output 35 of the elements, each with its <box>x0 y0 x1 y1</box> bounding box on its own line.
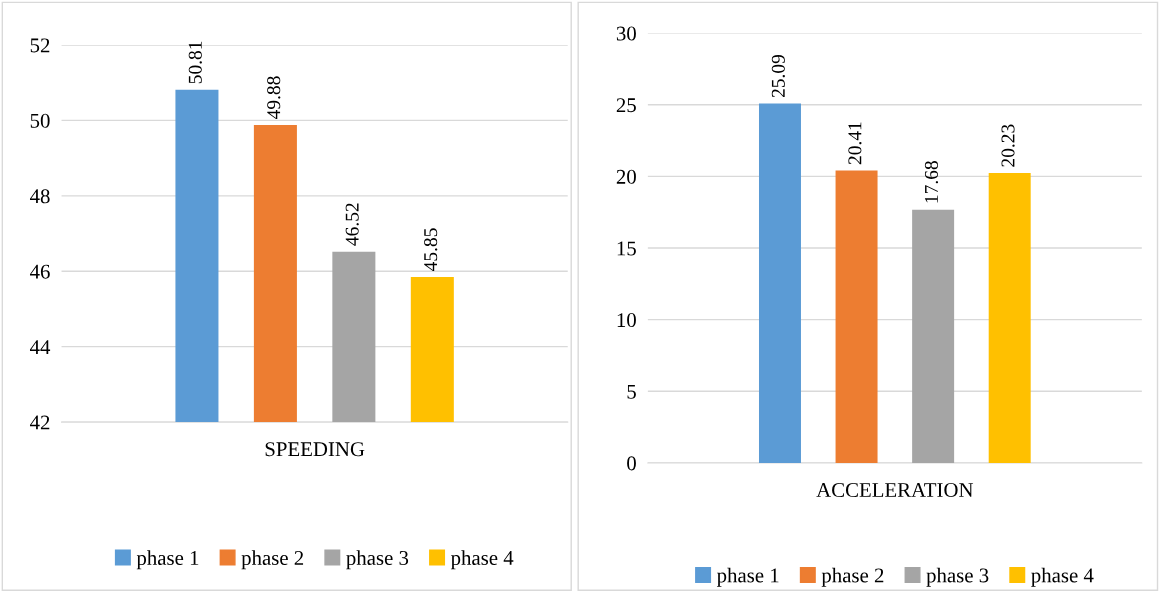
y-tick-label: 5 <box>627 384 636 399</box>
y-tick-label: 20 <box>616 169 636 184</box>
legend-label: phase 3 <box>926 567 989 587</box>
bar <box>988 173 1031 463</box>
y-tick-label: 10 <box>617 313 636 328</box>
y-tick-label: 0 <box>627 456 636 471</box>
legend-label: phase 2 <box>821 567 884 587</box>
y-tick-label: 42 <box>30 415 50 430</box>
y-tick-label: 30 <box>616 26 636 41</box>
data-label: 25.09 <box>771 54 785 98</box>
bar <box>835 170 878 463</box>
x-tick-label: ACCELERATION <box>816 483 974 498</box>
data-label: 20.41 <box>848 122 862 165</box>
y-tick-label: 52 <box>30 38 50 53</box>
y-tick-label: 46 <box>30 264 50 279</box>
y-tick-label: 50 <box>30 113 50 128</box>
legend-label: phase 1 <box>136 550 199 570</box>
data-label: 46.52 <box>345 203 359 246</box>
legend-label: phase 4 <box>1031 567 1094 587</box>
y-tick-label: 48 <box>30 189 50 204</box>
y-tick-label: 15 <box>617 241 636 256</box>
y-tick-label: 44 <box>30 340 51 354</box>
data-label: 20.23 <box>1001 124 1015 167</box>
data-label: 17.68 <box>924 161 939 203</box>
data-label: 50.81 <box>188 41 202 84</box>
legend-label: phase 2 <box>241 550 304 570</box>
data-label: 45.85 <box>424 228 438 271</box>
bar <box>758 103 801 463</box>
y-tick-label: 25 <box>616 98 636 113</box>
data-label: 49.88 <box>267 76 281 119</box>
legend-label: phase 1 <box>716 567 779 587</box>
legend-label: phase 3 <box>346 550 409 570</box>
legend-label: phase 4 <box>450 550 514 570</box>
x-tick-label: SPEEDING <box>265 442 365 457</box>
bar <box>912 209 955 463</box>
